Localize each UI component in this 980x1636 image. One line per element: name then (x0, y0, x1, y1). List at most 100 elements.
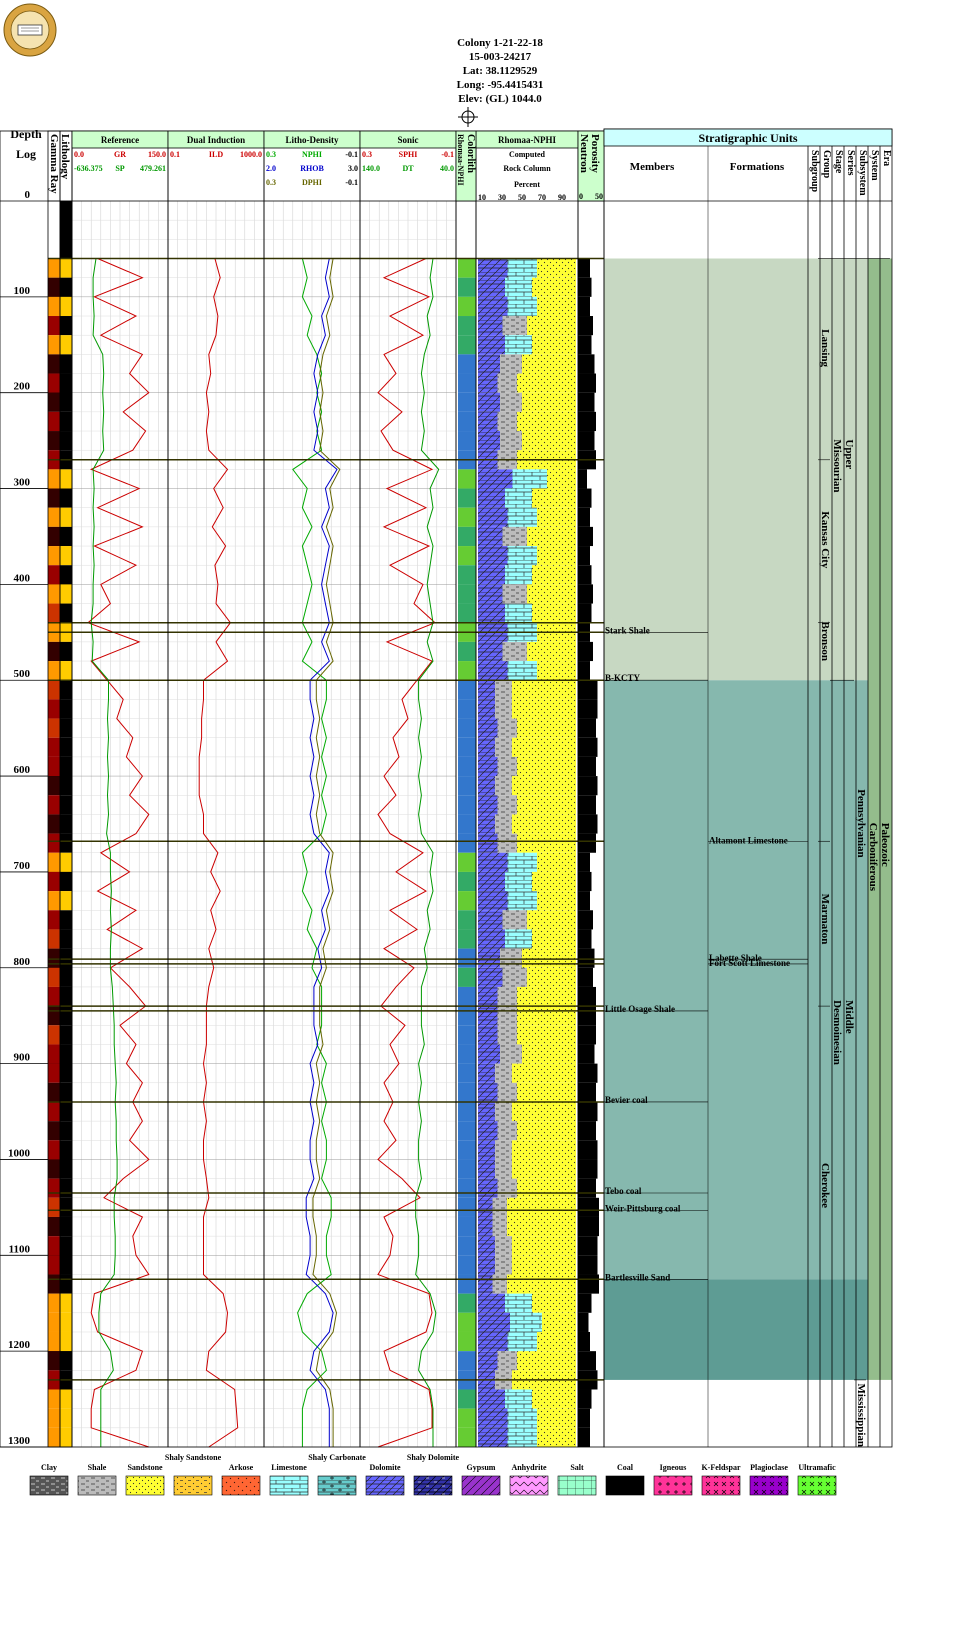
rock-sand (522, 354, 576, 374)
lithology-segment (60, 373, 72, 393)
rock-carbonate (507, 1408, 537, 1428)
neutron-porosity-fill (578, 411, 596, 432)
depth-tick-label: 100 (14, 285, 31, 297)
neutron-porosity-fill (578, 1236, 598, 1256)
gamma-color-segment (48, 641, 60, 662)
legend-label: Arkose (229, 1463, 254, 1472)
kansas-geological-survey-seal (3, 3, 57, 57)
depth-tick-label: 200 (14, 381, 31, 393)
colorlith-segment (458, 392, 476, 412)
series-label: Middle (843, 1000, 855, 1034)
rock-sand (512, 1159, 576, 1179)
group-label: Lansing (819, 329, 831, 367)
colorlith-segment (458, 411, 476, 432)
depth-tick-label: 500 (14, 668, 31, 680)
rock-sand (512, 1140, 576, 1160)
gamma-color-segment (48, 392, 60, 412)
rock-carbonate (502, 316, 527, 336)
rock-dolomite (478, 1159, 495, 1179)
lithology-segment (60, 1101, 72, 1122)
neutron-porosity-fill (578, 680, 598, 700)
legend-label: Limestone (271, 1463, 307, 1472)
lithology-segment (60, 546, 72, 566)
gamma-color-segment (48, 1159, 60, 1179)
gamma-color-segment (48, 411, 60, 432)
gamma-color-segment (48, 814, 60, 834)
colorlith-segment (458, 565, 476, 585)
legend-swatch (269, 1475, 309, 1496)
colorlith-segment (458, 546, 476, 566)
lithology-segment (60, 718, 72, 738)
lithology-title: Lithology (59, 134, 71, 180)
rock-dolomite (478, 565, 505, 585)
rock-column-ticks: 10 30 50 70 90 (478, 193, 566, 202)
colorlith-segment (458, 737, 476, 757)
lithology-segment (60, 603, 72, 623)
sphi-label: SPHI (399, 150, 418, 159)
rhob-scale-lo: 2.0 (266, 164, 276, 173)
neutron-porosity-fill (578, 1274, 599, 1294)
rock-dolomite (478, 737, 495, 757)
gamma-color-segment (48, 910, 60, 930)
legend-label: Anhydrite (511, 1463, 547, 1472)
rock-dolomite (478, 603, 505, 623)
neutron-title: Neutron (578, 134, 590, 173)
system-label: Carboniferous (867, 823, 879, 892)
rock-dolomite (478, 335, 505, 355)
neutron-porosity-fill (578, 871, 592, 892)
legend-label: Shaly Carbonate (308, 1453, 366, 1462)
depth-tick-label: 800 (14, 956, 31, 968)
sphi-scale-hi: -0.1 (441, 150, 454, 159)
gamma-color-segment (48, 1178, 60, 1198)
legend-label: Dolomite (369, 1463, 401, 1472)
member-label: Bartlesville Sand (605, 1272, 670, 1282)
colorlith-segment (458, 488, 476, 508)
rock-dolomite (478, 431, 500, 451)
rock-sand (537, 296, 576, 317)
formations-header: Formations (730, 161, 785, 173)
legend-swatch (221, 1475, 261, 1496)
gr-scale-lo: 0.0 (74, 150, 84, 159)
neutron-porosity-fill (578, 1331, 590, 1352)
lithology-segment (60, 1293, 72, 1313)
dphi-curve (312, 258, 341, 1447)
rock-dolomite (478, 1312, 510, 1332)
neutron-porosity-fill (578, 641, 593, 662)
rock-carbonate (505, 277, 532, 297)
gamma-color-segment (48, 737, 60, 757)
gamma-color-segment (48, 469, 60, 489)
rock-carbonate (500, 392, 522, 412)
rock-sand (532, 335, 576, 355)
colorlith-segment (458, 641, 476, 662)
legend-label: Sandstone (127, 1463, 163, 1472)
ild-scale-lo: 0.1 (170, 150, 180, 159)
rock-dolomite (478, 546, 508, 566)
neutron-porosity-fill (578, 316, 593, 336)
neutron-porosity-fill (578, 1025, 596, 1045)
rock-dolomite (478, 1101, 495, 1122)
gamma-color-segment (48, 756, 60, 777)
neutron-porosity-fill (578, 469, 587, 489)
rock-carbonate (497, 1025, 517, 1045)
neutron-porosity-fill (578, 1159, 598, 1179)
gamma-color-segment (48, 1293, 60, 1313)
gamma-color-segment (48, 1312, 60, 1332)
gamma-color-segment (48, 986, 60, 1007)
rock-column-sub2: Rock Column (503, 164, 551, 173)
rock-dolomite (478, 967, 503, 987)
rock-dolomite (478, 929, 505, 949)
neutron-porosity-fill (578, 1216, 599, 1237)
well-name: Colony 1-21-22-18 (457, 37, 543, 49)
nphi-curve (292, 258, 332, 1447)
neutron-porosity-fill (578, 1063, 598, 1083)
gamma-color-segment (48, 526, 60, 547)
lithology-segment (60, 565, 72, 585)
lithology-segment (60, 948, 72, 968)
legend-swatch (605, 1475, 645, 1496)
rock-sand (537, 1427, 576, 1447)
rock-sand (517, 1006, 576, 1026)
neutron-porosity-fill (578, 1293, 592, 1313)
gr-curve (87, 258, 150, 1448)
rock-sand (532, 929, 576, 949)
gamma-color-segment (48, 1408, 60, 1428)
